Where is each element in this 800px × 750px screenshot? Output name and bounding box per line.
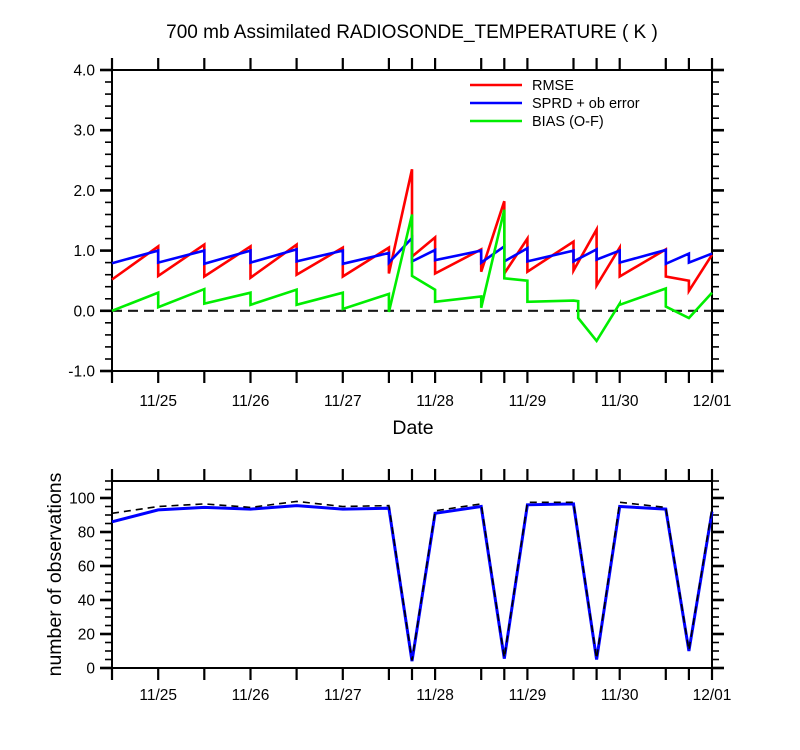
x-tick-label: 11/26 [232,393,270,410]
x-tick-label: 11/30 [601,687,639,704]
legend-label-bias: BIAS (O-F) [532,114,604,130]
legend-label-rmse: RMSE [532,78,574,94]
x-tick-label: 11/27 [324,393,362,410]
y-tick-label: 1.0 [73,243,95,260]
series-sprd-ob-error [111,234,713,266]
y-tick-label: 60 [78,559,96,576]
y-tick-label: 0 [86,661,95,678]
x-tick-label: 11/29 [509,687,547,704]
x-tick-label: 11/28 [416,393,454,410]
legend: RMSE SPRD + ob error BIAS (O-F) [470,78,640,130]
y-tick-label: 3.0 [73,123,95,140]
y-tick-label: 0.0 [73,303,95,320]
x-tick-label: 11/28 [416,687,454,704]
y-tick-label: 2.0 [73,183,95,200]
y-tick-label: 4.0 [73,63,95,80]
top-chart-title: 700 mb Assimilated RADIOSONDE_TEMPERATUR… [166,22,658,43]
y-tick-label: 100 [69,491,95,508]
y-tick-label: -1.0 [68,364,95,381]
x-tick-label: 11/25 [139,687,177,704]
x-tick-label: 12/01 [693,393,732,410]
bottom-chart-plot: 0 20 40 60 80 100 11/25 11/26 11/27 11/28 11/29 11/… [69,469,731,704]
top-chart-plot: -1.0 0.0 1.0 2.0 3.0 4.0 11/25 11/26 11/27 11/28 1… [68,58,731,410]
y-tick-label: 20 [78,627,96,644]
x-tick-label: 11/29 [509,393,547,410]
x-tick-label: 11/25 [139,393,177,410]
y-tick-label: 80 [78,525,96,542]
x-tick-label: 11/26 [232,687,270,704]
legend-label-sprd: SPRD + ob error [532,96,640,112]
series-observations-dashed [111,500,713,661]
x-axis-title: Date [392,417,433,439]
y-axis-title-observations: number of observations [44,472,66,676]
x-tick-label: 11/27 [324,687,362,704]
plot-frame [111,480,713,669]
series-observations-solid [111,502,714,662]
x-tick-label: 12/01 [693,687,732,704]
y-tick-label: 40 [78,593,96,610]
series-bias-o-f- [111,209,713,344]
x-tick-label: 11/30 [601,393,639,410]
